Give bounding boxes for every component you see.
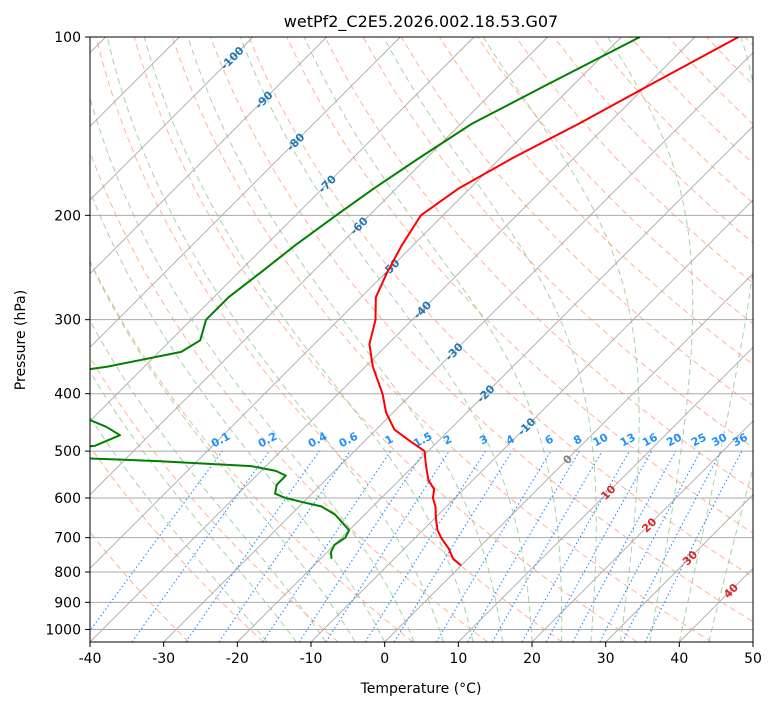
y-tick-label: 100 <box>54 30 81 46</box>
isotherm-line <box>90 37 401 348</box>
mixing-ratio-label: 20 <box>664 430 684 449</box>
isotherm-line <box>90 37 327 275</box>
moist-adiabat-line <box>90 189 386 642</box>
moist-adiabat-line <box>143 37 474 642</box>
dry-adiabat-line <box>95 37 563 642</box>
x-tick-label: 30 <box>597 651 615 667</box>
moist-adiabat-line <box>708 466 753 642</box>
isotherm-line <box>90 37 475 422</box>
mixing-ratio-line <box>131 450 270 642</box>
dry-adiabat-line <box>286 37 753 534</box>
dry-adiabat-line <box>171 37 712 642</box>
isotherm-line <box>458 346 753 642</box>
y-tick-label: 300 <box>54 313 81 329</box>
isotherm-line <box>90 37 696 642</box>
moist-adiabat-line <box>678 37 753 642</box>
temperature-profile-line <box>368 37 739 567</box>
dry-adiabat-line <box>90 259 414 642</box>
x-tick-label: 10 <box>449 651 467 667</box>
y-tick-label: 500 <box>54 444 81 460</box>
mixing-ratio-line <box>185 450 320 642</box>
isotherm-line <box>237 125 753 642</box>
y-axis: 100 200 300 400 500 600 700 800 900 1000 <box>45 30 90 638</box>
profiles <box>90 37 739 567</box>
moist-adiabat-line <box>607 37 694 642</box>
mixing-ratio-line <box>298 450 425 642</box>
x-tick-label: 20 <box>523 651 541 667</box>
dry-adiabat-line <box>210 37 753 623</box>
isotherm-line <box>531 420 753 642</box>
moist-adiabat-line <box>90 260 356 642</box>
dry-adiabat-line <box>324 37 753 491</box>
y-axis-title: Pressure (hPa) <box>13 290 29 390</box>
y-tick-label: 200 <box>54 208 81 224</box>
x-tick-label: 40 <box>670 651 688 667</box>
y-tick-label: 700 <box>54 531 81 547</box>
mixing-ratio-line <box>325 450 450 642</box>
x-tick-label: -30 <box>152 651 175 667</box>
isotherm-line <box>90 37 548 496</box>
isotherm-line <box>605 494 753 642</box>
isotherm-line <box>90 37 622 569</box>
y-tick-label: 600 <box>54 491 81 507</box>
isotherm-line <box>384 273 753 642</box>
moist-adiabat-line <box>187 37 503 642</box>
y-tick-label: 800 <box>54 565 81 581</box>
mixing-ratio-line <box>545 450 653 642</box>
moist-adiabat-line <box>383 37 597 642</box>
mixing-ratio-line <box>521 450 630 642</box>
dry-adiabat-line <box>90 356 339 642</box>
isotherm-line <box>90 37 254 201</box>
y-tick-label: 900 <box>54 595 81 611</box>
mixing-ratio-label: 13 <box>618 431 638 450</box>
mixing-ratio-line <box>644 450 743 642</box>
x-axis-title: Temperature (°C) <box>360 681 482 697</box>
x-tick-label: 50 <box>744 651 762 667</box>
dewpoint-profile-line <box>90 37 641 559</box>
mixing-ratio-label: 36 <box>730 431 750 450</box>
moist-adiabats <box>90 37 753 642</box>
moist-adiabat-line <box>239 37 533 642</box>
moist-adiabat-line <box>90 319 327 642</box>
mixing-ratio-label: 30 <box>710 431 730 450</box>
moist-adiabat-line <box>482 37 640 642</box>
dry-adiabat-line <box>515 37 753 284</box>
mixing-ratio-line <box>90 450 223 632</box>
x-tick-label: -20 <box>226 651 249 667</box>
mixing-ratio-label: 25 <box>689 431 709 450</box>
mixing-ratio-label: 10 <box>591 430 611 449</box>
isotherms <box>90 37 753 642</box>
chart-title: wetPf2_C2E5.2026.002.18.53.G07 <box>284 12 558 32</box>
x-tick-label: -40 <box>79 651 102 667</box>
dry-adiabat-line <box>90 445 264 642</box>
moist-adiabat-line <box>90 370 297 642</box>
mixing-ratio-label: 16 <box>640 431 660 450</box>
mixing-ratio-line <box>572 450 677 642</box>
isotherm-line <box>163 52 753 642</box>
dry-adiabat-line <box>248 37 753 578</box>
mixing-ratio-lines <box>90 450 743 642</box>
moist-adiabat-line <box>90 416 268 642</box>
mixing-ratio-line <box>218 450 351 642</box>
y-tick-label: 1000 <box>45 622 81 638</box>
mixing-ratio-line <box>393 450 513 642</box>
y-tick-label: 400 <box>54 387 81 403</box>
plot-frame <box>89 36 754 643</box>
moist-adiabat-line <box>303 37 563 642</box>
x-axis: -40 -30 -20 -10 0 10 20 30 40 50 <box>79 642 762 667</box>
x-tick-label: -10 <box>300 651 323 667</box>
isotherm-line <box>310 199 753 642</box>
x-tick-label: 0 <box>380 651 389 667</box>
mixing-ratio-line <box>262 450 392 642</box>
moist-adiabat-line <box>106 37 445 642</box>
